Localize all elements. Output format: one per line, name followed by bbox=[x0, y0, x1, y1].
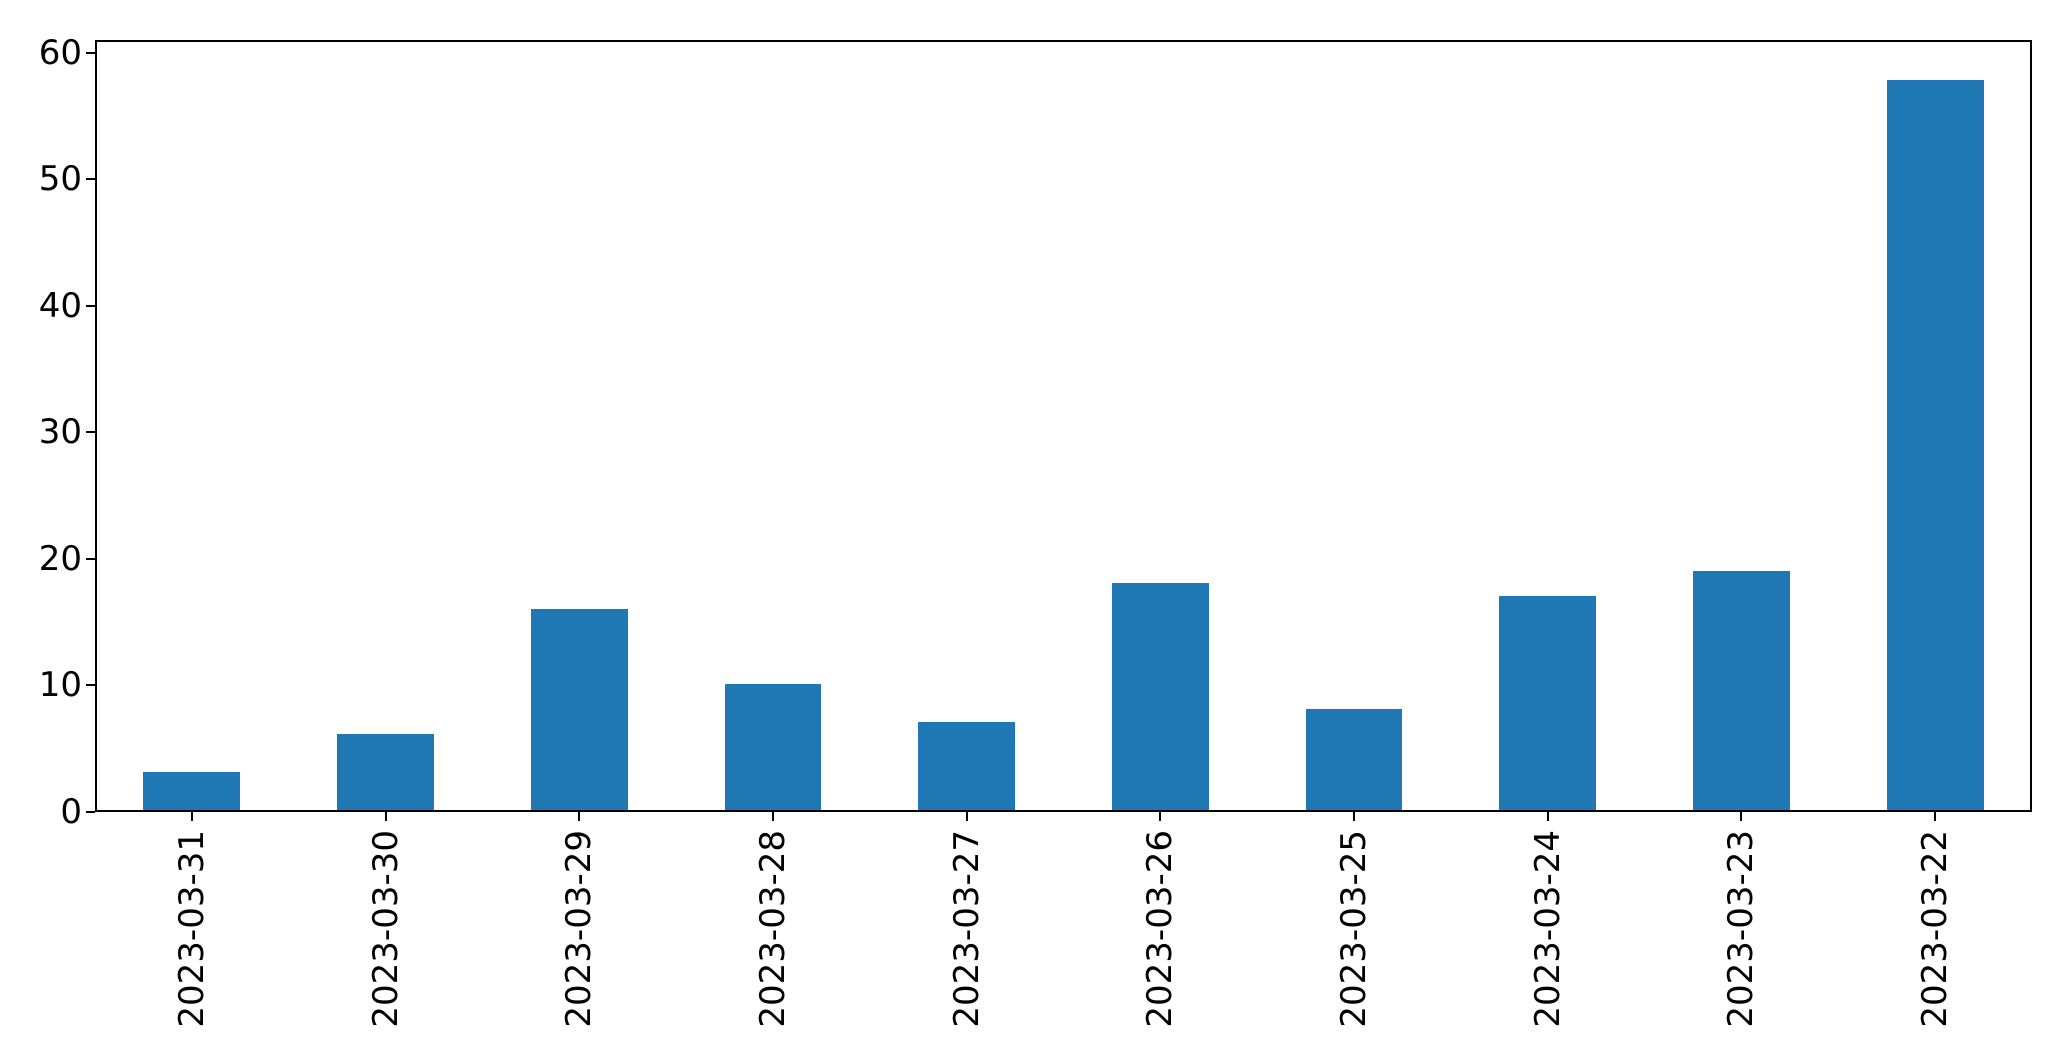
bar-2023-03-27 bbox=[918, 721, 1016, 810]
y-axis-tick bbox=[86, 178, 95, 181]
x-tick-label: 2023-03-27 bbox=[946, 830, 987, 1028]
x-tick-label: 2023-03-24 bbox=[1527, 830, 1568, 1028]
x-tick-label: 2023-03-29 bbox=[559, 830, 600, 1028]
y-tick-label: 0 bbox=[60, 792, 82, 832]
x-tick-label: 2023-03-30 bbox=[365, 830, 406, 1028]
x-axis-tick bbox=[1740, 812, 1743, 821]
y-tick-label: 60 bbox=[38, 32, 82, 73]
y-axis-tick bbox=[86, 51, 95, 54]
y-tick-label: 10 bbox=[38, 665, 82, 706]
y-tick-label: 50 bbox=[38, 159, 82, 200]
x-axis-tick bbox=[771, 812, 774, 821]
x-axis-tick bbox=[384, 812, 387, 821]
bar-2023-03-26 bbox=[1111, 583, 1209, 810]
x-tick-label: 2023-03-25 bbox=[1334, 830, 1375, 1028]
bar-2023-03-28 bbox=[724, 684, 822, 810]
y-axis-tick bbox=[86, 811, 95, 813]
y-axis-tick bbox=[86, 304, 95, 307]
x-tick-label: 2023-03-31 bbox=[171, 830, 212, 1028]
x-axis-tick bbox=[190, 812, 193, 821]
y-tick-label: 40 bbox=[38, 285, 82, 326]
y-axis-tick bbox=[86, 431, 95, 434]
x-tick-label: 2023-03-23 bbox=[1721, 830, 1762, 1028]
bar-2023-03-25 bbox=[1305, 709, 1403, 810]
x-tick-label: 2023-03-26 bbox=[1140, 830, 1181, 1028]
y-tick-label: 30 bbox=[38, 412, 82, 453]
bar-2023-03-30 bbox=[337, 734, 434, 810]
y-axis-tick bbox=[86, 684, 95, 687]
x-tick-label: 2023-03-22 bbox=[1915, 830, 1956, 1028]
x-axis-tick bbox=[1353, 812, 1356, 821]
bar-2023-03-22 bbox=[1886, 79, 1984, 810]
x-axis-tick bbox=[965, 812, 968, 821]
x-tick-label: 2023-03-28 bbox=[752, 830, 793, 1028]
bar-2023-03-24 bbox=[1499, 595, 1597, 810]
y-axis-tick bbox=[86, 557, 95, 560]
bar-2023-03-29 bbox=[530, 608, 628, 810]
y-tick-label: 20 bbox=[38, 538, 82, 579]
x-axis-tick bbox=[1546, 812, 1549, 821]
bar-2023-03-23 bbox=[1693, 570, 1790, 810]
x-axis-tick bbox=[1159, 812, 1162, 821]
bar-2023-03-31 bbox=[143, 772, 241, 810]
x-axis-tick bbox=[1934, 812, 1937, 821]
plot-area bbox=[95, 40, 2032, 812]
x-axis-tick bbox=[578, 812, 581, 821]
